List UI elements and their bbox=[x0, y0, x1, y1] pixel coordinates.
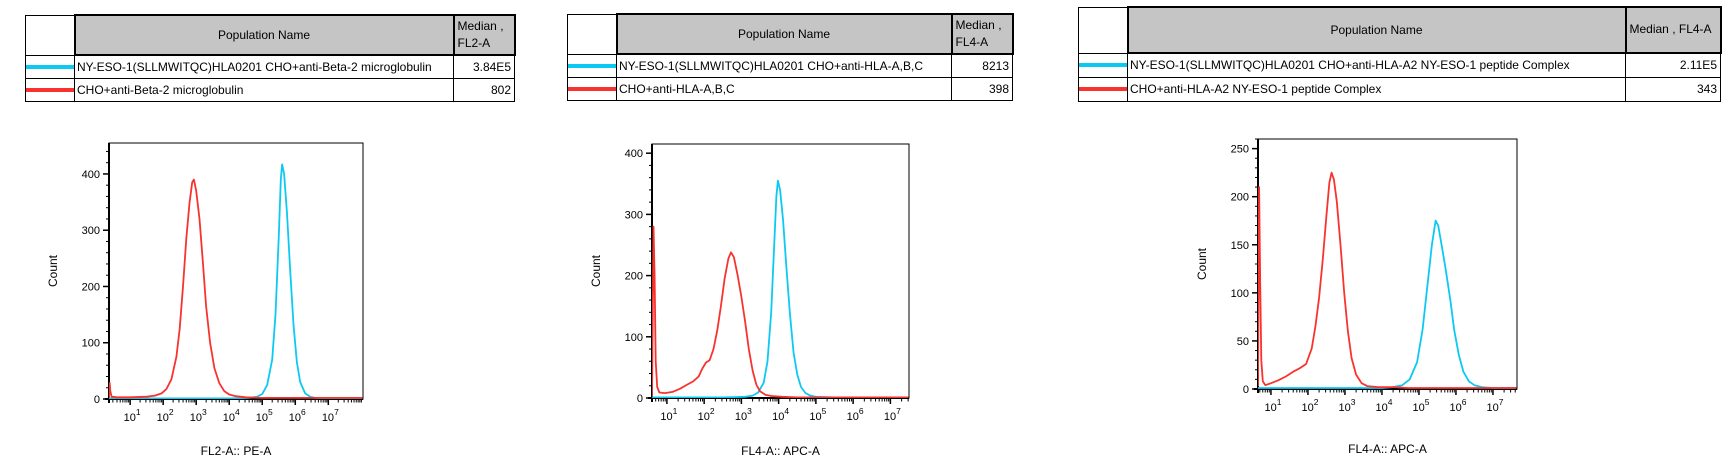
svg-text:107: 107 bbox=[322, 407, 339, 424]
cyan-line-swatch bbox=[1079, 63, 1127, 67]
population-name: CHO+anti-HLA-A,B,C bbox=[616, 76, 952, 101]
svg-text:105: 105 bbox=[256, 407, 273, 424]
population-name-header: Population Name bbox=[1126, 6, 1627, 54]
population-name: NY-ESO-1(SLLMWITQC)HLA0201 CHO+anti-HLA-… bbox=[616, 53, 952, 78]
median-value: 802 bbox=[453, 77, 515, 102]
svg-text:101: 101 bbox=[124, 407, 141, 424]
table-row: NY-ESO-1(SLLMWITQC)HLA0201 CHO+anti-HLA-… bbox=[1078, 52, 1721, 78]
svg-text:107: 107 bbox=[884, 406, 901, 423]
svg-text:102: 102 bbox=[157, 407, 174, 424]
population-name: CHO+anti-Beta-2 microglobulin bbox=[74, 77, 454, 102]
svg-text:0: 0 bbox=[1243, 384, 1249, 396]
table-row: NY-ESO-1(SLLMWITQC)HLA0201 CHO+anti-Beta… bbox=[25, 54, 515, 79]
flow-histogram-fl2a-pe: 0 100 200 300 400 101 102 103 104 105 106 107 Count F… bbox=[46, 142, 364, 458]
population-name: NY-ESO-1(SLLMWITQC)HLA0201 CHO+anti-HLA-… bbox=[1127, 52, 1626, 78]
red-line-swatch bbox=[26, 87, 74, 92]
svg-text:101: 101 bbox=[1264, 397, 1281, 414]
svg-text:0: 0 bbox=[94, 394, 100, 406]
svg-text:104: 104 bbox=[223, 407, 240, 424]
median-header: Median , FL2-A bbox=[452, 14, 516, 56]
svg-text:105: 105 bbox=[1412, 397, 1429, 414]
flow-histogram-fl4a-apc-hla-abc: 0 100 200 300 400 101 102 103 104 105 106 107 Count F… bbox=[589, 143, 910, 458]
svg-text:100: 100 bbox=[1231, 288, 1249, 300]
svg-text:200: 200 bbox=[82, 281, 100, 293]
svg-text:150: 150 bbox=[1231, 240, 1249, 252]
blank-header-cell bbox=[1078, 6, 1128, 54]
median-value: 3.84E5 bbox=[453, 54, 515, 79]
svg-text:300: 300 bbox=[625, 209, 643, 221]
svg-text:FL4-A:: APC-A: FL4-A:: APC-A bbox=[1348, 442, 1427, 456]
population-table-3: Population Name Median , FL4-A NY-ESO-1(… bbox=[1078, 6, 1722, 102]
svg-text:100: 100 bbox=[82, 338, 100, 350]
blank-header-cell bbox=[25, 14, 75, 56]
svg-text:200: 200 bbox=[1231, 192, 1249, 204]
svg-text:106: 106 bbox=[289, 407, 306, 424]
population-name-header: Population Name bbox=[73, 14, 455, 56]
table-row: CHO+anti-Beta-2 microglobulin 802 bbox=[25, 77, 515, 102]
svg-text:104: 104 bbox=[1375, 397, 1392, 414]
svg-text:0: 0 bbox=[637, 393, 643, 405]
svg-text:FL4-A:: APC-A: FL4-A:: APC-A bbox=[741, 444, 820, 458]
svg-text:102: 102 bbox=[1301, 397, 1318, 414]
table-row: NY-ESO-1(SLLMWITQC)HLA0201 CHO+anti-HLA-… bbox=[567, 53, 1013, 78]
cyan-line-swatch bbox=[26, 64, 74, 69]
svg-text:103: 103 bbox=[190, 407, 207, 424]
svg-text:103: 103 bbox=[1338, 397, 1355, 414]
flow-histogram-fl4a-apc-hla-a2: 0 50 100 150 200 250 101 102 103 104 105 106 107 Coun… bbox=[1195, 138, 1518, 456]
blank-header-cell bbox=[567, 13, 617, 55]
svg-text:105: 105 bbox=[809, 406, 826, 423]
svg-text:103: 103 bbox=[735, 406, 752, 423]
median-value: 2.11E5 bbox=[1625, 52, 1721, 78]
population-name-header: Population Name bbox=[615, 13, 953, 55]
svg-text:102: 102 bbox=[698, 406, 715, 423]
svg-text:400: 400 bbox=[625, 148, 643, 160]
svg-text:106: 106 bbox=[847, 406, 864, 423]
population-name: NY-ESO-1(SLLMWITQC)HLA0201 CHO+anti-Beta… bbox=[74, 54, 454, 79]
svg-text:50: 50 bbox=[1237, 336, 1249, 348]
svg-text:104: 104 bbox=[772, 406, 789, 423]
svg-text:100: 100 bbox=[625, 332, 643, 344]
svg-text:200: 200 bbox=[625, 271, 643, 283]
red-line-swatch bbox=[1079, 87, 1127, 91]
svg-text:Count: Count bbox=[46, 254, 60, 287]
median-value: 8213 bbox=[951, 53, 1013, 78]
svg-text:106: 106 bbox=[1449, 397, 1466, 414]
population-name: CHO+anti-HLA-A2 NY-ESO-1 peptide Complex bbox=[1127, 76, 1626, 102]
red-line-swatch bbox=[568, 86, 616, 91]
svg-text:Count: Count bbox=[1195, 247, 1209, 280]
svg-text:300: 300 bbox=[82, 225, 100, 237]
population-table-1: Population Name Median , FL2-A NY-ESO-1(… bbox=[25, 14, 516, 102]
table-row: CHO+anti-HLA-A2 NY-ESO-1 peptide Complex… bbox=[1078, 76, 1721, 102]
median-header: Median , FL4-A bbox=[1624, 6, 1722, 54]
cyan-line-swatch bbox=[568, 63, 616, 68]
median-header: Median , FL4-A bbox=[950, 13, 1014, 55]
median-value: 398 bbox=[951, 76, 1013, 101]
svg-text:107: 107 bbox=[1486, 397, 1503, 414]
svg-text:101: 101 bbox=[660, 406, 677, 423]
population-table-2: Population Name Median , FL4-A NY-ESO-1(… bbox=[567, 13, 1014, 101]
svg-text:250: 250 bbox=[1231, 144, 1249, 156]
svg-text:FL2-A:: PE-A: FL2-A:: PE-A bbox=[201, 444, 272, 458]
svg-text:400: 400 bbox=[82, 169, 100, 181]
median-value: 343 bbox=[1625, 76, 1721, 102]
svg-text:Count: Count bbox=[589, 254, 603, 287]
table-row: CHO+anti-HLA-A,B,C 398 bbox=[567, 76, 1013, 101]
